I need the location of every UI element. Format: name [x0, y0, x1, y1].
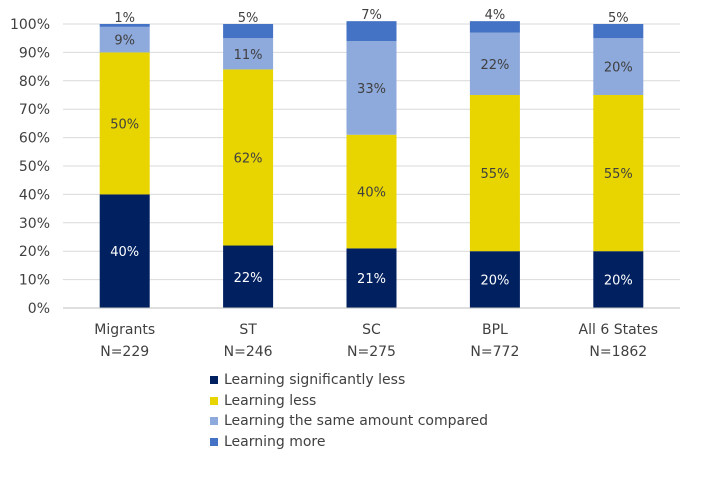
x-category-label: ST [239, 322, 257, 338]
x-category-label: N=246 [224, 344, 273, 360]
legend-item: Learning the same amount compared [210, 411, 488, 432]
data-label: 7% [361, 8, 382, 23]
data-label: 55% [604, 167, 633, 182]
bar-segment [99, 24, 150, 27]
y-tick-label: 30% [19, 216, 50, 232]
x-category-label: N=772 [470, 344, 519, 360]
data-label: 5% [238, 11, 259, 26]
y-tick-label: 0% [28, 301, 50, 317]
bar-segment [223, 245, 274, 308]
x-category-label: N=229 [100, 344, 149, 360]
data-label: 5% [608, 11, 629, 26]
data-label: 22% [480, 58, 509, 73]
data-label: 55% [480, 167, 509, 182]
data-label: 20% [604, 274, 633, 289]
data-label: 40% [357, 186, 386, 201]
x-category-label: All 6 States [579, 322, 659, 338]
data-label: 11% [234, 48, 263, 63]
bar-segment [469, 21, 520, 33]
bar-segment [346, 248, 397, 308]
data-label: 40% [110, 245, 139, 260]
y-tick-label: 10% [19, 273, 50, 289]
bar-segment [346, 41, 397, 135]
x-category-label: N=1862 [589, 344, 647, 360]
data-label: 21% [357, 272, 386, 287]
bar-segment [346, 134, 397, 249]
legend-label: Learning more [224, 433, 326, 450]
legend-label: Learning significantly less [224, 372, 406, 389]
legend-label: Learning the same amount compared [224, 413, 489, 430]
data-label: 50% [110, 117, 139, 132]
x-category-label: Migrants [94, 322, 155, 338]
data-label: 33% [357, 82, 386, 97]
legend-swatch [210, 437, 218, 446]
x-category-label: N=275 [347, 344, 396, 360]
x-category-label: BPL [482, 322, 508, 338]
y-tick-label: 50% [19, 159, 50, 175]
data-label: 20% [604, 61, 633, 76]
bar-segment [99, 194, 150, 308]
bar-segment [346, 21, 397, 42]
bar-segment [593, 24, 644, 39]
legend-item: Learning significantly less [210, 370, 488, 391]
legend-swatch [210, 376, 218, 385]
bar-segment [593, 95, 644, 252]
bar-segment [469, 95, 520, 252]
y-tick-label: 60% [19, 131, 50, 147]
legend-swatch [210, 396, 218, 405]
bar-segment [469, 251, 520, 308]
bar-segment [223, 24, 274, 39]
y-tick-label: 80% [19, 74, 50, 90]
bar-segment [593, 251, 644, 308]
legend-label: Learning less [224, 392, 317, 409]
legend-item: Learning less [210, 391, 488, 412]
bar-segment [99, 26, 150, 53]
data-label: 62% [234, 151, 263, 166]
data-label: 9% [114, 34, 135, 49]
y-tick-label: 90% [19, 45, 50, 61]
bar-segment [593, 38, 644, 95]
bar-segment [223, 38, 274, 70]
legend: Learning significantly less Learning less… [210, 370, 488, 452]
x-category-label: SC [362, 322, 381, 338]
data-label: 4% [485, 8, 506, 23]
y-tick-label: 20% [19, 244, 50, 260]
data-label: 22% [234, 271, 263, 286]
y-tick-label: 40% [19, 187, 50, 203]
data-label: 20% [480, 274, 509, 289]
bar-segment [99, 52, 150, 195]
y-tick-label: 100% [10, 17, 50, 33]
bar-segment [223, 69, 274, 246]
bar-segment [469, 32, 520, 95]
data-label: 1% [114, 11, 135, 26]
legend-swatch [210, 417, 218, 426]
y-tick-label: 70% [19, 102, 50, 118]
legend-item: Learning more [210, 432, 488, 453]
